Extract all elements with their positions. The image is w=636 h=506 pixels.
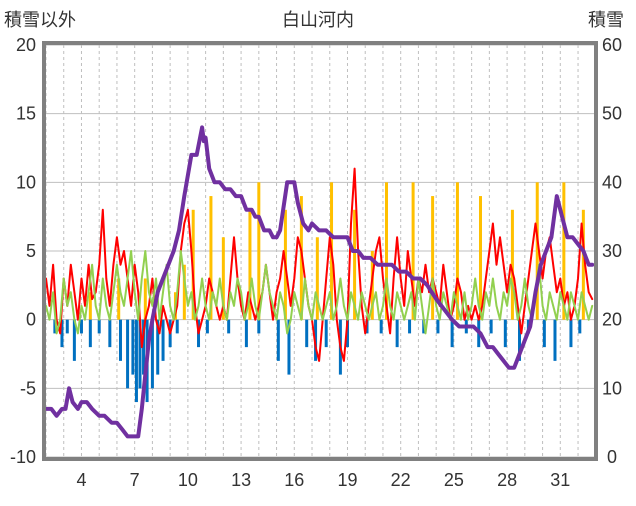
bar-mark xyxy=(431,196,435,320)
x-axis-tick-label: 31 xyxy=(550,470,570,490)
left-axis-tick-label: 5 xyxy=(26,241,36,261)
bar-mark xyxy=(53,319,57,334)
bar-mark xyxy=(244,319,248,348)
bar-mark xyxy=(581,209,585,320)
bar-mark xyxy=(156,319,160,375)
bar-mark xyxy=(88,292,92,320)
bar-mark xyxy=(142,319,146,375)
bar-mark xyxy=(411,182,415,320)
bar-mark xyxy=(88,319,92,348)
bar-mark xyxy=(569,319,573,348)
left-axis-title: 積雪以外 xyxy=(4,10,76,30)
bar-mark xyxy=(455,182,459,320)
series-line xyxy=(45,167,594,362)
x-axis-tick-label: 4 xyxy=(76,470,86,490)
bar-mark xyxy=(134,319,138,403)
bar-mark xyxy=(478,196,482,320)
right-axis-title: 積雪 xyxy=(588,10,624,30)
bar-mark xyxy=(510,209,514,320)
plot-area-frame xyxy=(42,41,598,461)
bar-mark xyxy=(257,319,261,334)
bar-mark xyxy=(562,182,566,320)
left-axis-tick-label: -5 xyxy=(20,378,36,398)
right-axis-tick-label: 30 xyxy=(602,241,622,261)
bar-mark xyxy=(126,319,130,389)
x-axis-tick-label: 16 xyxy=(284,470,304,490)
bar-mark xyxy=(450,319,454,348)
series-line xyxy=(45,250,594,335)
bar-mark xyxy=(221,237,225,320)
bar-mark xyxy=(65,319,69,334)
bar-mark xyxy=(276,319,280,361)
bar-mark xyxy=(379,319,383,334)
bar-mark xyxy=(209,196,213,320)
left-axis-tick-label: -10 xyxy=(10,447,36,467)
bar-mark xyxy=(138,319,142,389)
bar-mark xyxy=(553,319,557,361)
bar-mark xyxy=(395,319,399,348)
left-axis-tick-label: 20 xyxy=(16,35,36,55)
left-axis-tick-label: 15 xyxy=(16,104,36,124)
bar-mark xyxy=(345,319,349,348)
bar-mark xyxy=(60,319,64,348)
bar-mark xyxy=(257,182,261,320)
bar-mark xyxy=(205,319,209,334)
left-axis-tick-label: 10 xyxy=(16,172,36,192)
bar-mark xyxy=(542,319,546,348)
bar-mark xyxy=(535,182,539,320)
bar-mark xyxy=(117,278,121,320)
bar-mark xyxy=(118,319,122,361)
right-axis-tick-label: 0 xyxy=(607,447,617,467)
x-axis-tick-label: 25 xyxy=(444,470,464,490)
bar-mark xyxy=(161,319,165,361)
right-axis-tick-label: 60 xyxy=(602,35,622,55)
bar-mark xyxy=(324,319,328,348)
bar-mark xyxy=(408,319,412,334)
right-axis-tick-label: 50 xyxy=(602,104,622,124)
bar-mark xyxy=(578,319,582,334)
bar-mark xyxy=(97,319,101,334)
bar-mark xyxy=(131,319,135,375)
bar-mark xyxy=(143,278,147,320)
right-axis-tick-label: 20 xyxy=(602,310,622,330)
right-axis-tick-label: 10 xyxy=(602,378,622,398)
bar-mark xyxy=(385,182,389,320)
x-axis-tick-label: 13 xyxy=(231,470,251,490)
bar-mark xyxy=(175,319,179,334)
bar-mark xyxy=(72,319,76,361)
snow-depth-line xyxy=(44,125,595,439)
chart-title: 白山河内 xyxy=(282,10,354,30)
bar-mark xyxy=(315,237,319,320)
right-axis-tick-label: 40 xyxy=(602,172,622,192)
bar-mark xyxy=(436,319,440,334)
bar-mark xyxy=(489,319,493,334)
x-axis-tick-label: 22 xyxy=(391,470,411,490)
bar-mark xyxy=(182,264,186,320)
bar-mark xyxy=(305,319,309,348)
bar-mark xyxy=(150,319,154,389)
bar-mark xyxy=(248,209,252,320)
bar-mark xyxy=(79,319,83,334)
bar-mark xyxy=(503,319,507,348)
x-axis-tick-label: 7 xyxy=(130,470,140,490)
x-axis-tick-label: 19 xyxy=(337,470,357,490)
bar-mark xyxy=(287,319,291,375)
left-axis-tick-label: 0 xyxy=(26,310,36,330)
bar-mark xyxy=(108,319,112,348)
x-axis-tick-label: 10 xyxy=(178,470,198,490)
line-series-layer xyxy=(44,125,595,439)
x-axis-tick-label: 28 xyxy=(497,470,517,490)
bar-mark xyxy=(518,319,522,361)
bar-mark xyxy=(353,209,357,320)
bar-mark xyxy=(227,319,231,334)
